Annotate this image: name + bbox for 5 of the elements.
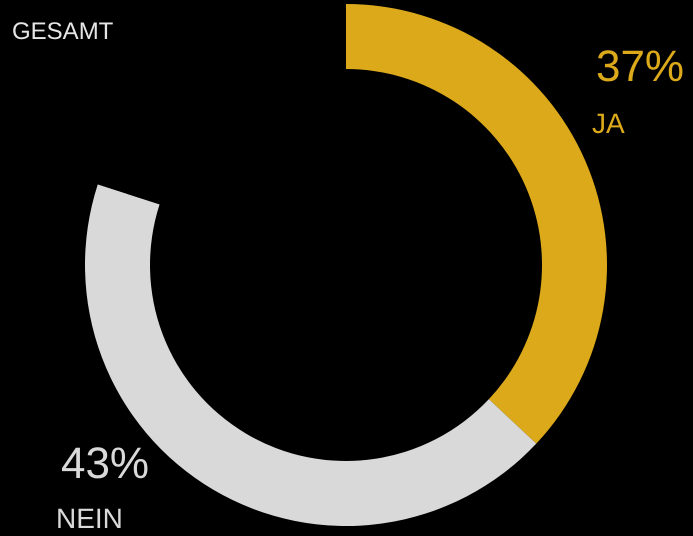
- slice-label: JA: [592, 108, 625, 139]
- slice-label: NEIN: [56, 503, 123, 534]
- data-label: 37%: [596, 42, 684, 91]
- text: GESAMT: [12, 18, 114, 45]
- data-label: 43%: [60, 439, 150, 488]
